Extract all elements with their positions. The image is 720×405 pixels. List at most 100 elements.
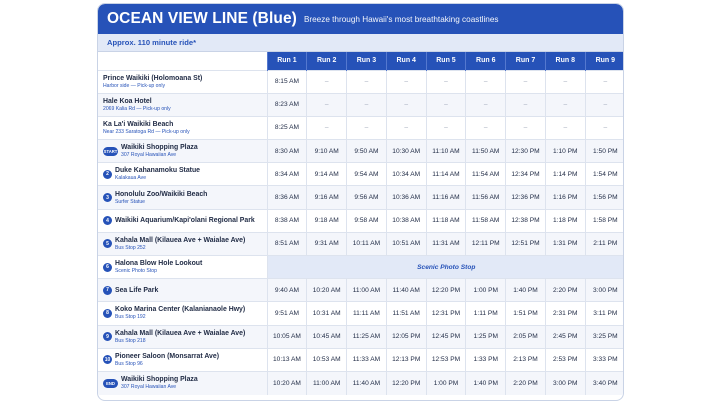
time-cell: 11:11 AM xyxy=(346,301,387,326)
time-cell: – xyxy=(465,115,506,140)
time-cell: 12:36 PM xyxy=(505,185,546,210)
time-cell: 9:54 AM xyxy=(346,162,387,186)
time-cell: 9:18 AM xyxy=(306,208,347,233)
time-cell: 3:00 PM xyxy=(544,370,586,395)
time-cell: 11:10 AM xyxy=(425,139,466,163)
stop-cell: 8 Koko Marina Center (Kalanianaole Hwy) Bu… xyxy=(98,301,268,326)
table-row: 3 Honolulu Zoo/Waikiki Beach Surfer Statue… xyxy=(98,185,623,210)
stop-name: Kahala Mall (Kilauea Ave + Waialae Ave) xyxy=(115,236,246,244)
time-cell: 3:40 PM xyxy=(584,370,623,395)
time-cell: 1:00 PM xyxy=(425,370,466,395)
time-cell: 12:30 PM xyxy=(505,139,546,163)
time-cell: 10:05 AM xyxy=(266,324,307,349)
stop-cell: START Waikiki Shopping Plaza 307 Royal Haw… xyxy=(98,139,268,163)
stop-note: 307 Royal Hawaiian Ave xyxy=(121,384,177,391)
stop-note: Bus Stop 218 xyxy=(115,337,146,344)
stop-cell: 4 Waikiki Aquarium/Kapi'olani Regional Pa… xyxy=(98,208,268,233)
time-cell: – xyxy=(385,92,427,117)
run-header-2: Run 2 xyxy=(306,52,347,70)
stop-number-badge: 3 xyxy=(103,193,112,203)
time-cell: 8:51 AM xyxy=(266,231,307,256)
stop-note: Surfer Statue xyxy=(115,198,146,205)
stop-note: 2069 Kalia Rd — Pick-up only xyxy=(103,105,171,112)
time-cell: 12:20 PM xyxy=(425,278,466,302)
stop-note: 307 Royal Hawaiian Ave xyxy=(121,152,177,159)
time-cell: 8:23 AM xyxy=(266,92,307,117)
time-cell: 3:00 PM xyxy=(584,278,623,302)
time-cell: – xyxy=(465,92,506,117)
time-cell: 1:25 PM xyxy=(465,324,506,349)
time-cell: – xyxy=(584,69,623,94)
time-cell: 1:33 PM xyxy=(465,347,506,372)
time-cell: 1:00 PM xyxy=(465,278,506,302)
timetable: Run 1 Run 2 Run 3 Run 4 Run 5 Run 6 Run 7 Run 8… xyxy=(98,52,623,395)
table-row: 7 Sea Life Park 9:40 AM 10:20 AM 11:00 AM 11:… xyxy=(98,278,623,302)
time-cell: 1:10 PM xyxy=(544,139,586,163)
stop-number-badge: 4 xyxy=(103,216,112,226)
stop-cell: 10 Pioneer Saloon (Monsarrat Ave) Bus Stop… xyxy=(98,347,268,372)
time-cell: 1:56 PM xyxy=(584,185,623,210)
time-cell: 1:40 PM xyxy=(465,370,506,395)
table-row: 9 Kahala Mall (Kilauea Ave + Waialae Ave)… xyxy=(98,324,623,349)
stop-cell: 9 Kahala Mall (Kilauea Ave + Waialae Ave)… xyxy=(98,324,268,349)
time-cell: 11:14 AM xyxy=(425,162,466,186)
time-cell: – xyxy=(544,115,586,140)
time-cell: 1:14 PM xyxy=(544,162,586,186)
table-row: 5 Kahala Mall (Kilauea Ave + Waialae Ave)… xyxy=(98,231,623,256)
time-cell: 2:20 PM xyxy=(505,370,546,395)
time-cell: 11:16 AM xyxy=(425,185,466,210)
time-cell: 11:40 AM xyxy=(385,278,427,302)
time-cell: 12:38 PM xyxy=(505,208,546,233)
time-cell: 1:40 PM xyxy=(505,278,546,302)
time-cell: 1:58 PM xyxy=(584,208,623,233)
time-cell: 11:54 AM xyxy=(465,162,506,186)
stop-cell: 7 Sea Life Park xyxy=(98,278,268,302)
time-cell: 9:51 AM xyxy=(266,301,307,326)
time-cell: – xyxy=(505,92,546,117)
table-row: Hale Koa Hotel 2069 Kalia Rd — Pick-up on… xyxy=(98,92,623,117)
run-header-1: Run 1 xyxy=(266,52,307,70)
time-cell: 9:50 AM xyxy=(346,139,387,163)
time-cell: 12:45 PM xyxy=(425,324,466,349)
stop-cell: Ka La'i Waikiki Beach Near 233 Saratoga R… xyxy=(98,115,268,140)
time-cell: 11:18 AM xyxy=(425,208,466,233)
stop-number-badge: 7 xyxy=(103,285,112,295)
time-cell: 8:25 AM xyxy=(266,115,307,140)
time-cell: 12:51 PM xyxy=(505,231,546,256)
stop-name: Ka La'i Waikiki Beach xyxy=(103,120,174,128)
time-cell: 1:51 PM xyxy=(505,301,546,326)
stop-number-badge: 10 xyxy=(103,355,112,365)
table-row: 2 Duke Kahanamoku Statue Kalakaua Ave 8:34 … xyxy=(98,162,623,186)
time-cell: 2:13 PM xyxy=(505,347,546,372)
timetable-header-row: Run 1 Run 2 Run 3 Run 4 Run 5 Run 6 Run 7 Run 8… xyxy=(98,52,623,70)
time-cell: – xyxy=(505,69,546,94)
time-cell: 11:56 AM xyxy=(465,185,506,210)
table-row: 4 Waikiki Aquarium/Kapi'olani Regional Pa… xyxy=(98,208,623,233)
time-cell: 9:40 AM xyxy=(266,278,307,302)
stop-cell: END Waikiki Shopping Plaza 307 Royal Hawai… xyxy=(98,370,268,395)
time-cell: 10:51 AM xyxy=(385,231,427,256)
time-cell: 8:15 AM xyxy=(266,69,307,94)
time-cell: 9:56 AM xyxy=(346,185,387,210)
table-row: START Waikiki Shopping Plaza 307 Royal Haw… xyxy=(98,139,623,163)
time-cell: 10:11 AM xyxy=(346,231,387,256)
stop-note: Bus Stop 252 xyxy=(115,244,146,251)
time-cell: – xyxy=(584,115,623,140)
stop-number-badge: 5 xyxy=(103,239,112,249)
time-cell: 2:53 PM xyxy=(544,347,586,372)
time-cell: 1:50 PM xyxy=(584,139,623,163)
time-cell: – xyxy=(346,115,387,140)
time-cell: 12:53 PM xyxy=(425,347,466,372)
time-cell: 11:00 AM xyxy=(346,278,387,302)
stop-name: Halona Blow Hole Lookout xyxy=(115,260,203,268)
stop-cell: Hale Koa Hotel 2069 Kalia Rd — Pick-up on… xyxy=(98,92,268,117)
stop-name: Hale Koa Hotel xyxy=(103,97,152,105)
time-cell: – xyxy=(584,92,623,117)
time-cell: 10:31 AM xyxy=(306,301,347,326)
time-cell: 11:00 AM xyxy=(306,370,347,395)
time-cell: 8:38 AM xyxy=(266,208,307,233)
stop-note: Near 233 Saratoga Rd — Pick-up only xyxy=(103,128,190,135)
line-subtitle: Breeze through Hawaii's most breathtakin… xyxy=(303,14,499,24)
time-cell: – xyxy=(306,69,347,94)
time-cell: 12:31 PM xyxy=(425,301,466,326)
